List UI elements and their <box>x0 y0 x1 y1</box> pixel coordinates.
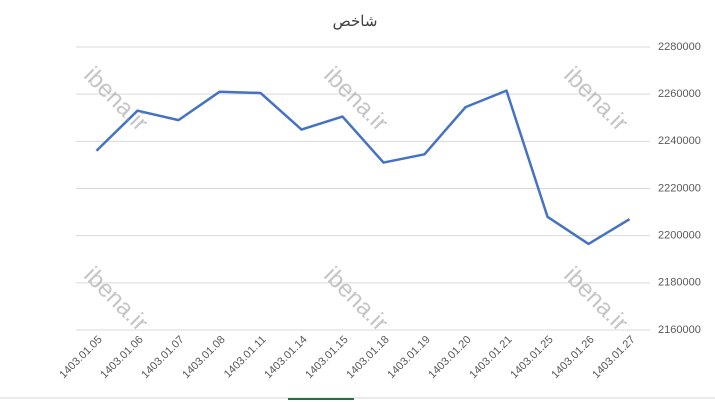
y-tick-label: 2280000 <box>658 41 701 53</box>
y-tick-label: 2260000 <box>658 88 701 100</box>
y-tick-label: 2200000 <box>658 230 701 242</box>
y-tick-label: 2160000 <box>658 324 701 336</box>
chart-title: شاخص <box>333 13 378 30</box>
data-line <box>95 89 631 246</box>
y-tick-label: 2180000 <box>658 277 701 289</box>
y-tick-label: 2220000 <box>658 182 701 194</box>
y-tick-label: 2240000 <box>658 135 701 147</box>
